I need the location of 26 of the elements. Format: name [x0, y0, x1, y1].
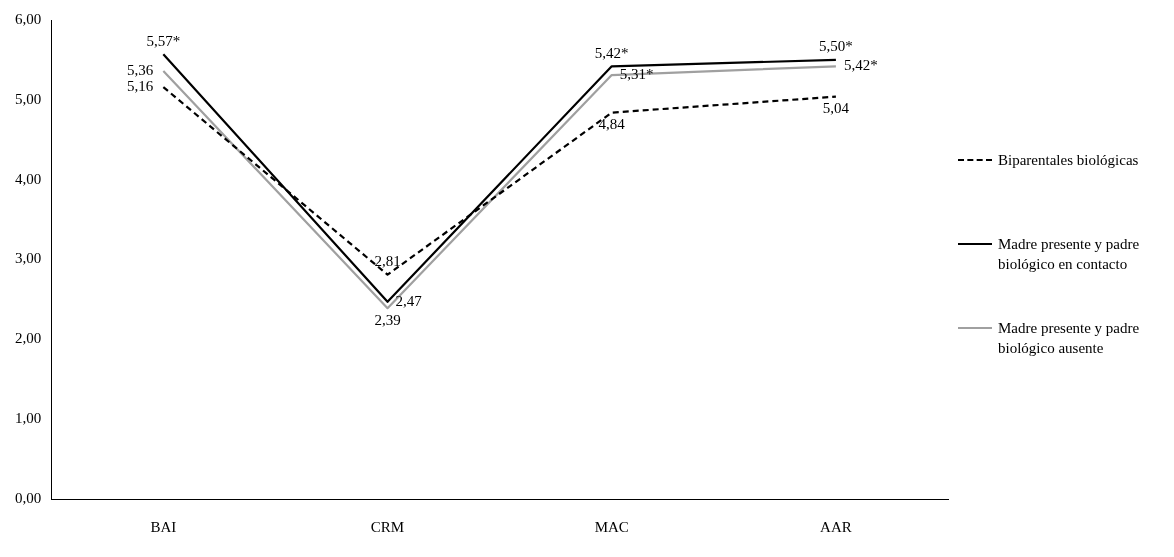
data-label: 5,16	[127, 78, 154, 94]
legend-label: Madre presente y padre biológico en contacto	[998, 235, 1141, 274]
y-tick-label: 6,00	[15, 10, 42, 27]
y-tick-label: 2,00	[15, 330, 42, 347]
data-label: 5,57*	[146, 32, 181, 49]
data-label: 5,42*	[594, 44, 629, 61]
y-tick-label: 5,00	[15, 90, 42, 107]
x-tick-label: MAC	[594, 518, 629, 535]
data-label: 5,04	[822, 100, 850, 117]
y-tick-label: 3,00	[15, 250, 42, 267]
y-tick-label: 1,00	[15, 410, 42, 427]
y-tick-label: 4,00	[15, 170, 42, 187]
data-label: 4,84	[598, 116, 626, 133]
x-tick-label: AAR	[820, 518, 852, 535]
x-tick-label: BAI	[150, 518, 177, 535]
data-label: 5,50*	[819, 38, 853, 55]
legend-label: Madre presente y padre biológico ausente	[998, 319, 1141, 358]
data-label: 2,81	[374, 253, 401, 270]
x-tick-label: CRM	[370, 518, 405, 535]
data-label: 2,47	[395, 292, 423, 309]
legend-label: Biparentales biológicas	[998, 151, 1140, 170]
data-label: 5,42*	[843, 57, 878, 74]
data-label: 2,39	[374, 311, 401, 328]
data-label: 5,36	[127, 62, 154, 79]
data-label: 5,31*	[619, 66, 654, 83]
y-tick-label: 0,00	[15, 489, 42, 506]
